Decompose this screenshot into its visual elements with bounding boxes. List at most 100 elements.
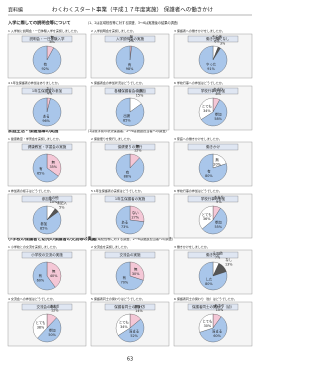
pie-slice bbox=[115, 153, 145, 183]
chart-title-bar bbox=[187, 143, 239, 151]
slice-label: その他 bbox=[212, 250, 223, 255]
chart-title: 働きかけ bbox=[206, 144, 220, 149]
slice-value: 91% bbox=[207, 67, 215, 71]
slice-label: 参加 bbox=[40, 221, 47, 226]
slice-label: 有 bbox=[39, 166, 43, 171]
pie-slice bbox=[115, 205, 145, 235]
slice-label: 無 bbox=[130, 34, 134, 39]
slice-value: 40% bbox=[50, 274, 58, 278]
chart-title-bar bbox=[187, 251, 239, 259]
pie-slice bbox=[32, 97, 62, 127]
chart-title-bar bbox=[187, 303, 239, 311]
slice-label: なし bbox=[225, 257, 232, 262]
pie-slice bbox=[37, 317, 62, 343]
slice-value: 8% bbox=[216, 92, 222, 96]
slice-value: 15% bbox=[136, 93, 144, 97]
slice-value: 96% bbox=[42, 119, 50, 123]
chart-title: 入学説明会の実施 bbox=[116, 36, 144, 41]
pie-slice bbox=[198, 313, 214, 333]
slice-value: 34% bbox=[203, 109, 211, 113]
slice-label: あまり bbox=[214, 303, 224, 308]
slice-label: 無 bbox=[51, 34, 55, 39]
pie-slice bbox=[46, 153, 62, 177]
header-title: わくわくスタート事業（平成１７年度実施） 保護者への働きかけ bbox=[52, 6, 214, 14]
slice-label: とても bbox=[36, 320, 46, 325]
pie-slice bbox=[115, 97, 145, 127]
slice-label: 無 bbox=[52, 160, 56, 165]
slice-label: ある bbox=[121, 219, 128, 224]
chart-title-bar bbox=[187, 195, 239, 203]
slice-value: 38% bbox=[37, 326, 45, 330]
slice-value: 14% bbox=[135, 309, 143, 313]
chart-title: 保護者同士の関わり bbox=[114, 304, 146, 309]
slice-value: 27% bbox=[131, 216, 139, 220]
pie-slice bbox=[115, 261, 144, 291]
slice-label: した bbox=[205, 276, 212, 281]
slice-label: ない bbox=[132, 210, 139, 215]
chart-title: 交流会の参加 bbox=[37, 304, 58, 309]
slice-value: 60% bbox=[37, 278, 45, 282]
slice-value: 34% bbox=[120, 325, 128, 329]
slice-label: 深まる bbox=[129, 328, 139, 333]
section-heading: 家庭生活・保健指導の実施 bbox=[8, 127, 59, 134]
slice-value: 92% bbox=[41, 67, 49, 71]
slice-value: 9% bbox=[216, 200, 222, 204]
slice-label: ない bbox=[46, 86, 53, 91]
chart-title: 説明会・一日体験入学 bbox=[30, 36, 65, 41]
chart-title-bar bbox=[21, 251, 73, 259]
chart-title: 参加者 bbox=[42, 196, 53, 201]
slice-label: その他 bbox=[212, 34, 223, 39]
chart-title: 1年生保護者の実施 bbox=[115, 196, 146, 201]
slice-value: 35% bbox=[49, 165, 57, 169]
slice-value: 2% bbox=[129, 39, 135, 43]
chart-title: 学校行事の参加 bbox=[201, 88, 226, 93]
slice-value: 70% bbox=[121, 280, 129, 284]
slice-value: 65% bbox=[37, 171, 45, 175]
chart-title-bar bbox=[21, 87, 73, 95]
pie-slice bbox=[198, 45, 228, 75]
slice-value: 85% bbox=[123, 118, 131, 122]
slice-label: 出席 bbox=[123, 113, 130, 118]
slice-value: 88% bbox=[124, 175, 132, 179]
chart-title: 保護者同士の関わり（幼） bbox=[192, 304, 234, 309]
question: 1 健康教室・学習会を実施しましたか。 bbox=[8, 136, 62, 141]
slice-value: 30% bbox=[132, 272, 140, 276]
slice-value: 98% bbox=[126, 67, 134, 71]
slice-value: 80% bbox=[205, 282, 213, 286]
question: 5 1年生保護者の実施はどうでしたか。 bbox=[91, 188, 144, 193]
chart-title-bar bbox=[104, 143, 156, 151]
question: 6 学校行事の参加はどうでしたか。 bbox=[174, 188, 222, 193]
slice-value: 20% bbox=[213, 163, 221, 167]
slice-label: 参加 bbox=[49, 328, 56, 333]
chart-title-bar bbox=[21, 143, 73, 151]
question: 5 保護者会の参加状況はどうでしたか。 bbox=[91, 80, 145, 85]
slice-label: ある bbox=[43, 114, 50, 119]
question: 6 学校行事への参加はどうでしたか。 bbox=[174, 80, 225, 85]
pie-slice bbox=[115, 313, 131, 336]
chart-title: 健康教室・学習会の実施 bbox=[28, 144, 67, 149]
chart-title: 小学校の交流の実施 bbox=[31, 252, 63, 257]
pie-slice bbox=[198, 205, 214, 230]
slice-label: 参加 bbox=[215, 219, 222, 224]
question: 6 保護者同士の関わり（幼）はどうでしたか。 bbox=[174, 296, 237, 301]
question: 4 交流会への参加はどうでしたか。 bbox=[8, 296, 56, 301]
slice-value: 7% bbox=[215, 256, 221, 260]
question: 4 参加者の様子はどうでしたか。 bbox=[8, 188, 53, 193]
slice-value: 13% bbox=[225, 262, 233, 266]
chart-title-bar bbox=[21, 35, 73, 43]
question: 2 保健便りを発行しましたか。 bbox=[91, 136, 133, 141]
question: 3 家庭への働きかけをしましたか。 bbox=[174, 136, 222, 141]
slice-label: とても bbox=[202, 212, 212, 217]
section-heading: 小学校の保護者と幼児の保護者の交流等の実施 bbox=[8, 235, 97, 242]
slice-label: 深まる bbox=[212, 328, 222, 333]
slice-label: 無 bbox=[134, 267, 138, 272]
slice-value: 80% bbox=[205, 174, 213, 178]
slice-label: とても bbox=[202, 319, 212, 324]
chart-title-bar bbox=[187, 35, 239, 43]
chart-title: 働きかけ bbox=[206, 36, 220, 41]
pie-slice bbox=[198, 153, 228, 183]
chart-title-bar bbox=[187, 87, 239, 95]
slice-value: 5% bbox=[59, 205, 65, 209]
chart-title-bar bbox=[21, 195, 73, 203]
slice-label: あまり bbox=[50, 303, 60, 308]
